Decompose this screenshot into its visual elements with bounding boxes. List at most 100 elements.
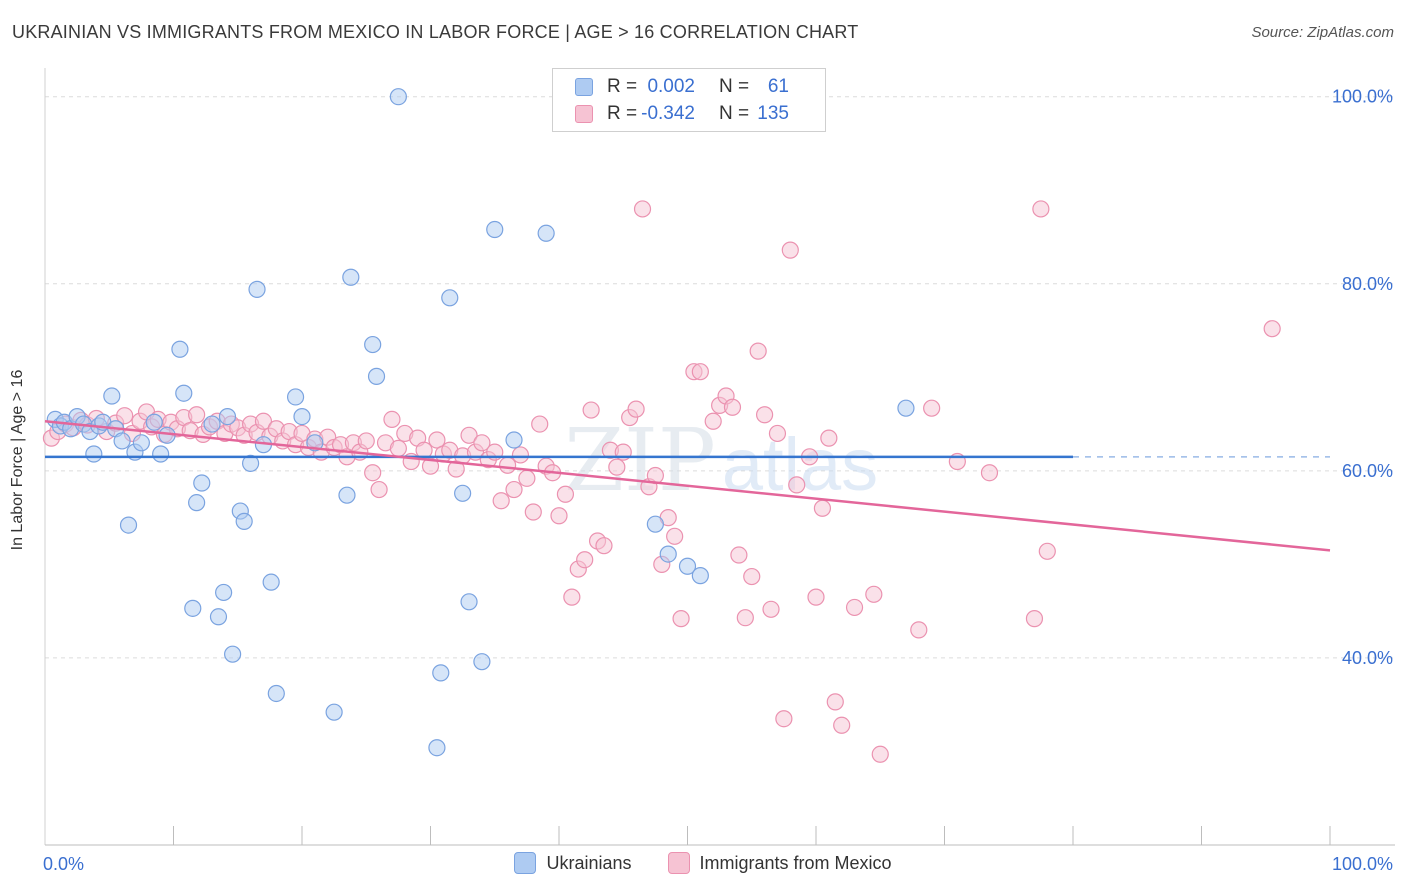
legend-r-value: 0.002 — [647, 76, 695, 97]
legend-item-mexico: Immigrants from Mexico — [667, 852, 892, 874]
legend-n-value: 135 — [757, 103, 789, 124]
mexico-point-68 — [499, 456, 517, 474]
ukrainians-point-31 — [242, 454, 260, 472]
mexico-point-110 — [781, 241, 799, 259]
legend-n-value: 61 — [767, 76, 789, 97]
legend-swatch-mexico — [667, 852, 690, 874]
ukrainians-point-12 — [113, 432, 131, 450]
mexico-point-106 — [755, 406, 774, 424]
mexico-point-83 — [595, 537, 613, 555]
ukrainians-point-26 — [215, 583, 233, 602]
mexico-point-9 — [116, 407, 134, 425]
ukrainians-point-50 — [473, 653, 491, 671]
ukrainians-point-45 — [428, 739, 446, 757]
ukrainians-point-49 — [460, 593, 478, 611]
ukrainians-point-34 — [262, 573, 280, 591]
mexico-point-46 — [357, 432, 375, 450]
x-tick-label-1: 100.0% — [1332, 854, 1393, 874]
ukrainians-point-22 — [188, 494, 206, 512]
legend-n-label: N = — [719, 76, 750, 97]
legend-r-value: -0.342 — [641, 103, 695, 124]
mexico-point-88 — [627, 400, 645, 418]
ukrainians-point-30 — [235, 512, 253, 530]
mexico-point-101 — [723, 398, 742, 416]
mexico-point-51 — [389, 439, 407, 458]
ukrainians-point-17 — [152, 445, 170, 463]
mexico-point-105 — [749, 342, 767, 360]
ukrainians-point-58 — [897, 399, 915, 417]
mexico-point-127 — [1038, 542, 1056, 560]
mexico-point-20 — [188, 406, 206, 424]
legend-row-mexico: R = -0.342 N = 135 — [575, 101, 789, 127]
ukrainians-point-32 — [248, 280, 266, 298]
ukrainians-point-21 — [184, 599, 202, 617]
mexico-point-115 — [820, 429, 838, 447]
ukrainians-point-43 — [367, 367, 386, 385]
trend-line-mexico — [44, 420, 1331, 552]
ukrainians-point-35 — [267, 684, 285, 703]
mexico-point-76 — [550, 507, 568, 525]
series-legend: Ukrainians Immigrants from Mexico — [0, 852, 1406, 874]
ukrainians-point-51 — [486, 220, 504, 239]
ukrainians-point-10 — [103, 387, 121, 405]
mexico-point-77 — [556, 485, 575, 503]
ukrainians-point-7 — [85, 445, 103, 463]
legend-label-ukrainians: Ukrainians — [546, 852, 632, 873]
series-ukrainians-points — [46, 88, 915, 757]
ukrainians-point-55 — [659, 545, 677, 563]
mexico-point-108 — [768, 424, 787, 443]
mexico-point-89 — [633, 200, 652, 218]
mexico-point-111 — [788, 476, 806, 494]
mexico-point-126 — [1032, 200, 1050, 218]
y-tick-label-0: 40.0% — [1342, 648, 1393, 668]
x-tick-label-0: 0.0% — [43, 854, 84, 874]
mexico-point-120 — [871, 745, 889, 763]
mexico-point-113 — [807, 588, 825, 606]
legend-r-label: R = — [607, 103, 638, 124]
mexico-point-78 — [563, 588, 581, 606]
legend-item-ukrainians: Ukrainians — [514, 852, 632, 874]
ukrainians-point-52 — [505, 431, 523, 449]
ukrainians-point-20 — [175, 384, 193, 402]
mexico-point-128 — [1263, 320, 1281, 338]
mexico-point-30 — [254, 412, 273, 430]
mexico-point-109 — [775, 710, 793, 728]
legend-n-label: N = — [719, 103, 750, 124]
ukrainians-point-16 — [145, 413, 163, 431]
mexico-point-118 — [845, 598, 864, 617]
mexico-point-121 — [910, 621, 928, 639]
mexico-point-47 — [364, 464, 382, 482]
source-label: Source: ZipAtlas.com — [1251, 24, 1394, 41]
mexico-point-107 — [762, 600, 780, 618]
trend-lines — [44, 420, 1331, 552]
watermark-zip: ZIP — [564, 411, 716, 511]
ukrainians-point-39 — [325, 703, 343, 721]
ukrainians-point-44 — [389, 88, 407, 106]
mexico-point-125 — [1025, 610, 1044, 628]
legend-r-label: R = — [607, 76, 638, 97]
mexico-point-70 — [511, 446, 530, 464]
ukrainians-point-40 — [338, 486, 356, 504]
ukrainians-point-46 — [432, 664, 450, 682]
legend-swatch-mexico — [575, 105, 593, 123]
mexico-point-81 — [582, 401, 600, 419]
ukrainians-point-48 — [454, 484, 472, 502]
mexico-point-124 — [980, 464, 999, 482]
mexico-point-116 — [826, 693, 844, 711]
tick-labels: 40.0% 60.0% 80.0% 100.0% 0.0% 100.0% — [43, 87, 1393, 874]
mexico-point-71 — [518, 469, 536, 487]
mexico-point-48 — [370, 480, 388, 499]
legend-label-mexico: Immigrants from Mexico — [699, 852, 892, 873]
mexico-point-98 — [704, 412, 722, 430]
ukrainians-point-28 — [224, 645, 242, 663]
ukrainians-point-47 — [441, 289, 459, 307]
ukrainians-point-25 — [209, 608, 228, 626]
ukrainians-point-42 — [364, 335, 382, 354]
mexico-point-72 — [524, 503, 542, 521]
mexico-point-80 — [576, 551, 594, 569]
ukrainians-point-15 — [132, 434, 150, 452]
y-tick-label-3: 100.0% — [1332, 87, 1393, 107]
mexico-point-56 — [421, 457, 440, 475]
mexico-point-117 — [833, 716, 851, 734]
